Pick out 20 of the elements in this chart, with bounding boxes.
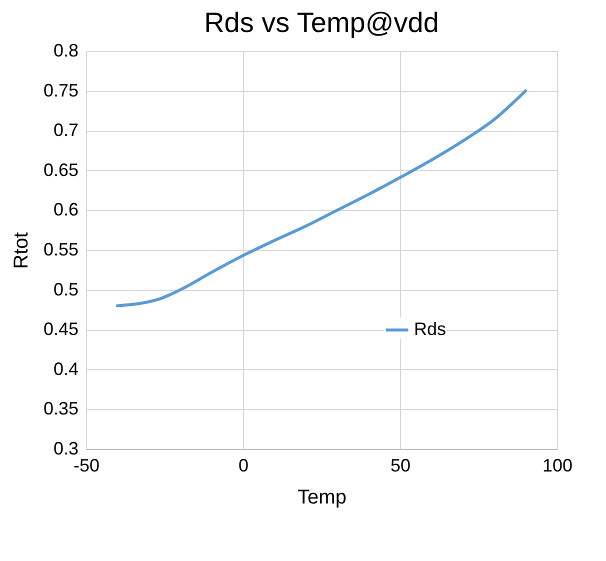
x-tick-label: -50	[73, 456, 100, 476]
x-axis-title: Temp	[298, 486, 346, 508]
y-tick-label: 0.45	[43, 319, 78, 340]
y-tick-label: 0.35	[43, 398, 78, 419]
y-tick-label: 0.8	[53, 40, 78, 60]
y-tick-label: 0.65	[43, 160, 78, 180]
y-tick-label: 0.75	[43, 80, 78, 100]
y-tick-label: 0.55	[43, 240, 78, 260]
x-tick-label: 50	[390, 456, 411, 476]
y-tick-label: 0.6	[53, 200, 78, 220]
y-axis-title: Rtot	[10, 232, 32, 269]
y-tick-label: 0.7	[53, 120, 78, 140]
chart-title: Rds vs Temp@vdd	[204, 7, 439, 38]
y-tick-label: 0.5	[53, 279, 78, 300]
y-tick-label: 0.3	[53, 438, 78, 458]
legend-label: Rds	[414, 319, 446, 339]
y-tick-label: 0.4	[53, 358, 78, 379]
line-series	[116, 89, 528, 308]
x-tick-label: 0	[238, 456, 249, 476]
x-tick-label: 100	[542, 456, 573, 476]
